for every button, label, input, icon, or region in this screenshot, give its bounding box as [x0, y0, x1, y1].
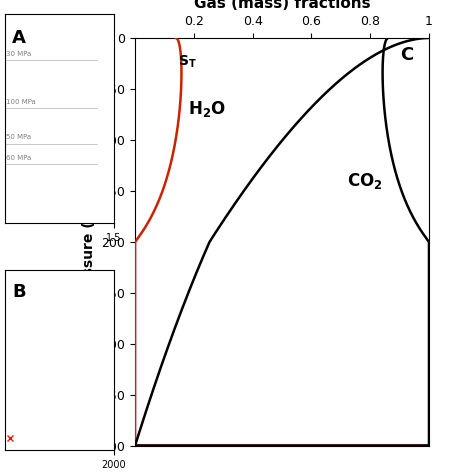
- Text: 30 MPa: 30 MPa: [6, 51, 31, 57]
- Y-axis label: Pressure (MPa): Pressure (MPa): [82, 182, 96, 302]
- Text: $\mathbf{S_T}$: $\mathbf{S_T}$: [178, 54, 196, 70]
- Text: A: A: [12, 29, 26, 47]
- Text: $\mathbf{C}$: $\mathbf{C}$: [400, 46, 414, 64]
- Text: $\mathbf{CO_2}$: $\mathbf{CO_2}$: [346, 171, 382, 191]
- Text: 50 MPa: 50 MPa: [6, 134, 31, 140]
- Text: $\mathbf{H_2O}$: $\mathbf{H_2O}$: [188, 100, 226, 119]
- Text: B: B: [12, 283, 26, 301]
- Text: 100 MPa: 100 MPa: [6, 99, 36, 105]
- X-axis label: Gas (mass) fractions: Gas (mass) fractions: [194, 0, 370, 11]
- Text: 60 MPa: 60 MPa: [6, 155, 31, 161]
